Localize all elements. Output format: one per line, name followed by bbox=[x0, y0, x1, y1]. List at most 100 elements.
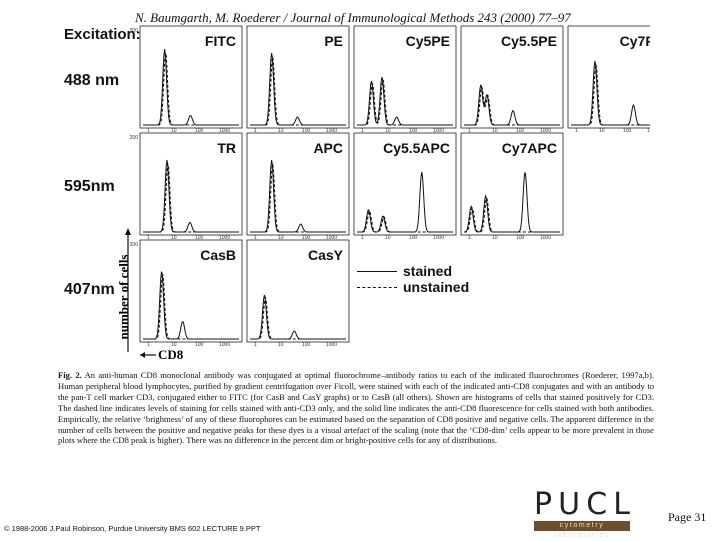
copyright-footer: © 1988-2006 J.Paul Robinson, Purdue Univ… bbox=[4, 524, 261, 533]
stained-curve bbox=[463, 172, 560, 233]
x-tick-label: 1 bbox=[147, 128, 150, 134]
x-tick-label: 10 bbox=[278, 235, 284, 241]
x-tick-label: 1 bbox=[361, 128, 364, 134]
panel-frame bbox=[139, 132, 243, 236]
stained-curve bbox=[250, 53, 346, 126]
x-tick-label: 100 bbox=[409, 235, 418, 241]
x-tick-label: 1000 bbox=[540, 235, 551, 241]
x-tick-label: 1 bbox=[361, 235, 364, 241]
legend: stained unstained bbox=[357, 263, 469, 295]
logo-letter-p: P bbox=[534, 487, 553, 522]
panel-label: Cy7PE bbox=[620, 33, 650, 49]
panel-label: Cy7APC bbox=[502, 140, 557, 156]
histogram-grid: FITC 1 10 100 1000 200 PE 1 10 100 1000 Cy5PE 1 10 100… bbox=[118, 25, 650, 362]
pucl-logo: P U C L cytometry laboratories bbox=[534, 487, 630, 539]
journal-header: N. Baumgarth, M. Roederer / Journal of I… bbox=[135, 10, 571, 25]
x-tick-label: 10 bbox=[492, 235, 498, 241]
row-label-595: 595nm bbox=[64, 178, 115, 195]
x-tick-label: 1000 bbox=[433, 235, 444, 241]
histogram-panel-pe: PE 1 10 100 1000 bbox=[246, 25, 350, 134]
panel-label: PE bbox=[324, 33, 343, 49]
x-tick-label: 100 bbox=[409, 128, 418, 134]
panel-frame bbox=[567, 25, 650, 129]
stained-curve bbox=[143, 271, 239, 340]
legend-unstained-label: unstained bbox=[403, 279, 470, 295]
logo-letter-u: U bbox=[558, 487, 581, 522]
panel-label: Cy5.5APC bbox=[383, 140, 450, 156]
x-tick-label: 1000 bbox=[647, 128, 650, 134]
page-number: Page 31 bbox=[668, 510, 707, 524]
x-tick-label: 1000 bbox=[326, 235, 337, 241]
panel-frame bbox=[353, 25, 457, 129]
caption-text: An anti-human CD8 monoclonal antibody wa… bbox=[58, 370, 654, 446]
x-tick-label: 10 bbox=[171, 128, 177, 134]
panel-label: FITC bbox=[205, 33, 236, 49]
panel-frame bbox=[246, 25, 350, 129]
stained-curve bbox=[464, 84, 560, 126]
legend-unstained: unstained bbox=[357, 279, 469, 295]
x-tick-label: 1 bbox=[147, 235, 150, 241]
figure-caption: Fig. 2. An anti-human CD8 monoclonal ant… bbox=[58, 370, 654, 446]
x-tick-label: 100 bbox=[302, 128, 311, 134]
panel-label: APC bbox=[313, 140, 343, 156]
panel-label: CasB bbox=[200, 247, 236, 263]
row-label-488: 488 nm bbox=[64, 72, 120, 89]
y-tick-label: 200 bbox=[130, 135, 139, 141]
panel-label: TR bbox=[217, 140, 236, 156]
x-tick-label: 100 bbox=[623, 128, 632, 134]
histogram-panel-cy55apc: Cy5.5APC 1 10 100 1000 bbox=[353, 132, 457, 241]
x-tick-label: 10 bbox=[278, 128, 284, 134]
logo-letter-c: C bbox=[586, 487, 608, 522]
stained-curve bbox=[143, 49, 239, 126]
panel-label: CasY bbox=[308, 247, 344, 263]
x-tick-label: 1000 bbox=[219, 128, 230, 134]
histogram-panel-casb: CasB 1 10 100 1000 200 bbox=[130, 239, 243, 348]
legend-stained: stained bbox=[357, 263, 469, 279]
x-tick-label: 100 bbox=[302, 342, 311, 348]
caption-fig-number: Fig. 2. bbox=[58, 370, 82, 380]
x-tick-label: 10 bbox=[171, 235, 177, 241]
x-tick-label: 100 bbox=[195, 235, 204, 241]
histogram-panel-cy5pe: Cy5PE 1 10 100 1000 bbox=[353, 25, 457, 134]
x-tick-label: 100 bbox=[195, 342, 204, 348]
x-tick-label: 1000 bbox=[326, 342, 337, 348]
panel-label: Cy5.5PE bbox=[501, 33, 557, 49]
x-tick-label: 100 bbox=[195, 128, 204, 134]
y-tick-label: 200 bbox=[130, 28, 139, 34]
panel-frame bbox=[460, 132, 564, 236]
histogram-panel-fitc: FITC 1 10 100 1000 200 bbox=[130, 25, 243, 134]
x-tick-label: 1 bbox=[254, 235, 257, 241]
x-tick-label: 1 bbox=[254, 128, 257, 134]
panel-frame bbox=[246, 239, 350, 343]
panel-label: Cy5PE bbox=[406, 33, 450, 49]
x-tick-label: 1 bbox=[468, 235, 471, 241]
row-label-407: 407nm bbox=[64, 281, 115, 298]
x-tick-label: 10 bbox=[385, 235, 391, 241]
x-tick-label: 100 bbox=[302, 235, 311, 241]
x-tick-label: 1000 bbox=[540, 128, 551, 134]
x-tick-label: 10 bbox=[492, 128, 498, 134]
y-axis-label: number of cells bbox=[118, 255, 131, 340]
logo-subtitle: cytometry laboratories bbox=[534, 521, 630, 539]
panel-frame bbox=[246, 132, 350, 236]
histogram-panel-casy: CasY 1 10 100 1000 bbox=[246, 239, 350, 348]
excitation-label: Excitation: bbox=[64, 26, 141, 43]
x-axis-arrowhead-icon bbox=[140, 352, 145, 358]
x-tick-label: 1000 bbox=[219, 342, 230, 348]
x-tick-label: 100 bbox=[516, 128, 525, 134]
histogram-panel-tr: TR 1 10 100 1000 200 bbox=[130, 132, 243, 241]
x-tick-label: 1 bbox=[468, 128, 471, 134]
stained-curve bbox=[357, 77, 453, 126]
x-tick-label: 10 bbox=[599, 128, 605, 134]
legend-stained-label: stained bbox=[403, 263, 453, 279]
stained-curve bbox=[250, 294, 346, 340]
y-axis-arrowhead-icon bbox=[125, 228, 131, 235]
x-tick-label: 100 bbox=[516, 235, 525, 241]
x-tick-label: 10 bbox=[171, 342, 177, 348]
x-tick-label: 1000 bbox=[326, 128, 337, 134]
histogram-panel-apc: APC 1 10 100 1000 bbox=[246, 132, 350, 241]
stained-curve bbox=[357, 171, 453, 233]
histogram-panel-cy7apc: Cy7APC 1 10 100 1000 bbox=[460, 132, 564, 241]
y-tick-label: 200 bbox=[130, 242, 139, 248]
logo-letter-l: L bbox=[613, 487, 630, 522]
